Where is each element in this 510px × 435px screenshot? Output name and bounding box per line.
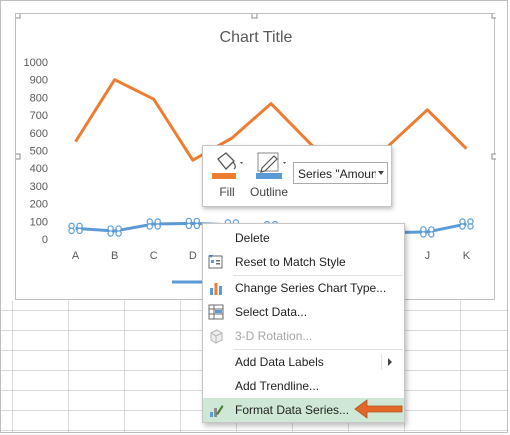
reset-style-icon [208, 255, 223, 269]
fill-button[interactable]: Fill [209, 151, 245, 201]
chevron-right-icon [388, 358, 392, 366]
x-tick-label: K [463, 250, 471, 262]
fill-button-label: Fill [219, 185, 235, 199]
x-tick-label: D [189, 250, 197, 262]
selected-point-handle[interactable] [68, 222, 83, 235]
chart-elements-selected-value: Series "Amoun [298, 167, 376, 181]
chevron-down-icon[interactable] [378, 171, 384, 175]
format-series-icon [210, 405, 224, 417]
menu-item-add-trendline[interactable]: Add Trendline... [203, 374, 404, 398]
format-mini-toolbar: Fill Outline Series "Amoun [202, 145, 392, 207]
y-tick-label: 1000 [24, 57, 48, 69]
chart-elements-dropdown[interactable]: Series "Amoun [293, 162, 388, 184]
y-tick-label: 200 [30, 199, 48, 211]
x-tick-label: C [150, 250, 158, 262]
menu-item-3d-rotation: 3-D Rotation... [203, 324, 404, 348]
y-tick-label: 400 [30, 163, 48, 175]
menu-item-delete[interactable]: Delete [203, 226, 404, 250]
y-tick-label: 500 [30, 146, 48, 158]
menu-separator [233, 349, 403, 350]
y-tick-label: 600 [30, 128, 48, 140]
outline-button[interactable]: Outline [248, 151, 290, 201]
submenu-divider [381, 354, 382, 370]
y-tick-label: 700 [30, 110, 48, 122]
menu-separator [233, 275, 403, 276]
y-tick-label: 100 [30, 216, 48, 228]
menu-item-label: Add Data Labels [235, 355, 324, 369]
y-tick-label: 900 [30, 75, 48, 87]
menu-item-change-series-chart-type[interactable]: Change Series Chart Type... [203, 276, 404, 300]
context-menu: Delete Reset to Match Style Change Serie… [202, 223, 405, 423]
x-tick-label: A [72, 250, 80, 262]
selected-point-handle[interactable] [459, 218, 474, 230]
menu-item-label: 3-D Rotation... [235, 329, 313, 343]
menu-item-add-data-labels[interactable]: Add Data Labels [203, 350, 404, 374]
y-tick-label: 300 [30, 181, 48, 193]
menu-item-label: Format Data Series... [235, 403, 350, 417]
chart-title[interactable]: Chart Title [220, 29, 293, 46]
menu-item-label: Select Data... [235, 305, 308, 319]
selected-point-handle[interactable] [146, 218, 161, 230]
callout-arrow-icon [354, 399, 403, 419]
outline-button-label: Outline [249, 185, 289, 199]
selected-point-handle[interactable] [420, 226, 435, 238]
y-axis-tick-labels: 0 100 200 300 400 500 600 700 800 900 1000 [24, 57, 48, 246]
menu-item-label: Add Trendline... [235, 379, 320, 393]
menu-item-label: Delete [235, 231, 270, 245]
selected-point-handle[interactable] [185, 217, 201, 230]
y-tick-label: 800 [30, 92, 48, 104]
pen-outline-icon [256, 152, 286, 179]
chart-type-icon [210, 283, 222, 295]
menu-item-select-data[interactable]: Select Data... [203, 300, 404, 324]
x-tick-label: J [425, 250, 431, 262]
series-line-1[interactable] [74, 78, 468, 183]
menu-item-reset-to-match-style[interactable]: Reset to Match Style [203, 250, 404, 274]
paint-bucket-icon [212, 152, 243, 179]
rotation-3d-icon [210, 329, 223, 344]
selected-point-handle[interactable] [107, 225, 122, 237]
chart-resize-handles[interactable] [16, 14, 496, 160]
select-data-icon [208, 304, 224, 320]
menu-item-label: Reset to Match Style [235, 255, 346, 269]
menu-item-label: Change Series Chart Type... [235, 281, 387, 295]
y-tick-label: 0 [42, 234, 48, 246]
x-tick-label: B [111, 250, 118, 262]
